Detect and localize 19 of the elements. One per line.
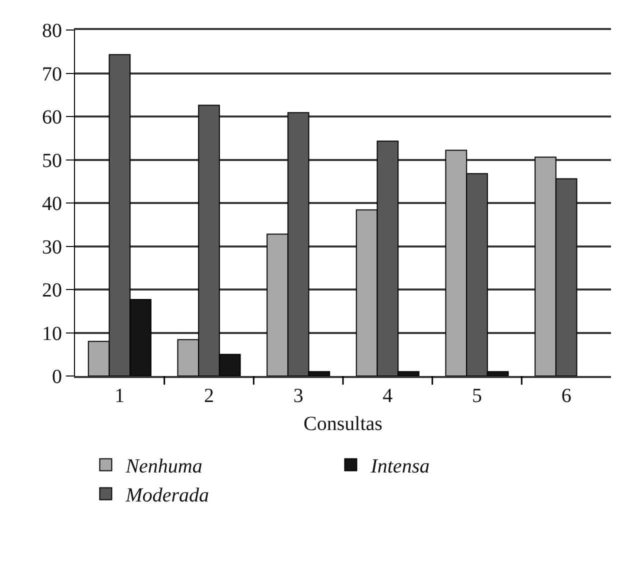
y-tick-label: 60 [42,106,62,128]
x-tick-label: 2 [204,384,214,407]
x-tick-label: 4 [382,384,393,407]
legend-label: Intensa [370,456,430,478]
y-tick-label: 40 [42,193,62,215]
y-tick-label: 50 [42,150,62,172]
x-tick-label: 5 [472,384,482,407]
x-tick-label: 3 [293,384,304,407]
legend-label: Moderada [124,484,210,506]
y-tick-label: 20 [42,280,62,302]
legend-label: Nenhuma [124,456,202,478]
x-tick-label: 1 [114,384,125,407]
x-tick-label: 6 [561,384,572,407]
y-tick-label: 10 [42,322,62,345]
y-tick-label: 80 [42,20,62,42]
y-tick-label: 70 [42,63,62,86]
y-tick-label: 30 [42,236,62,258]
y-tick-label: 0 [52,366,62,388]
x-axis-title: Consultas [304,412,383,435]
